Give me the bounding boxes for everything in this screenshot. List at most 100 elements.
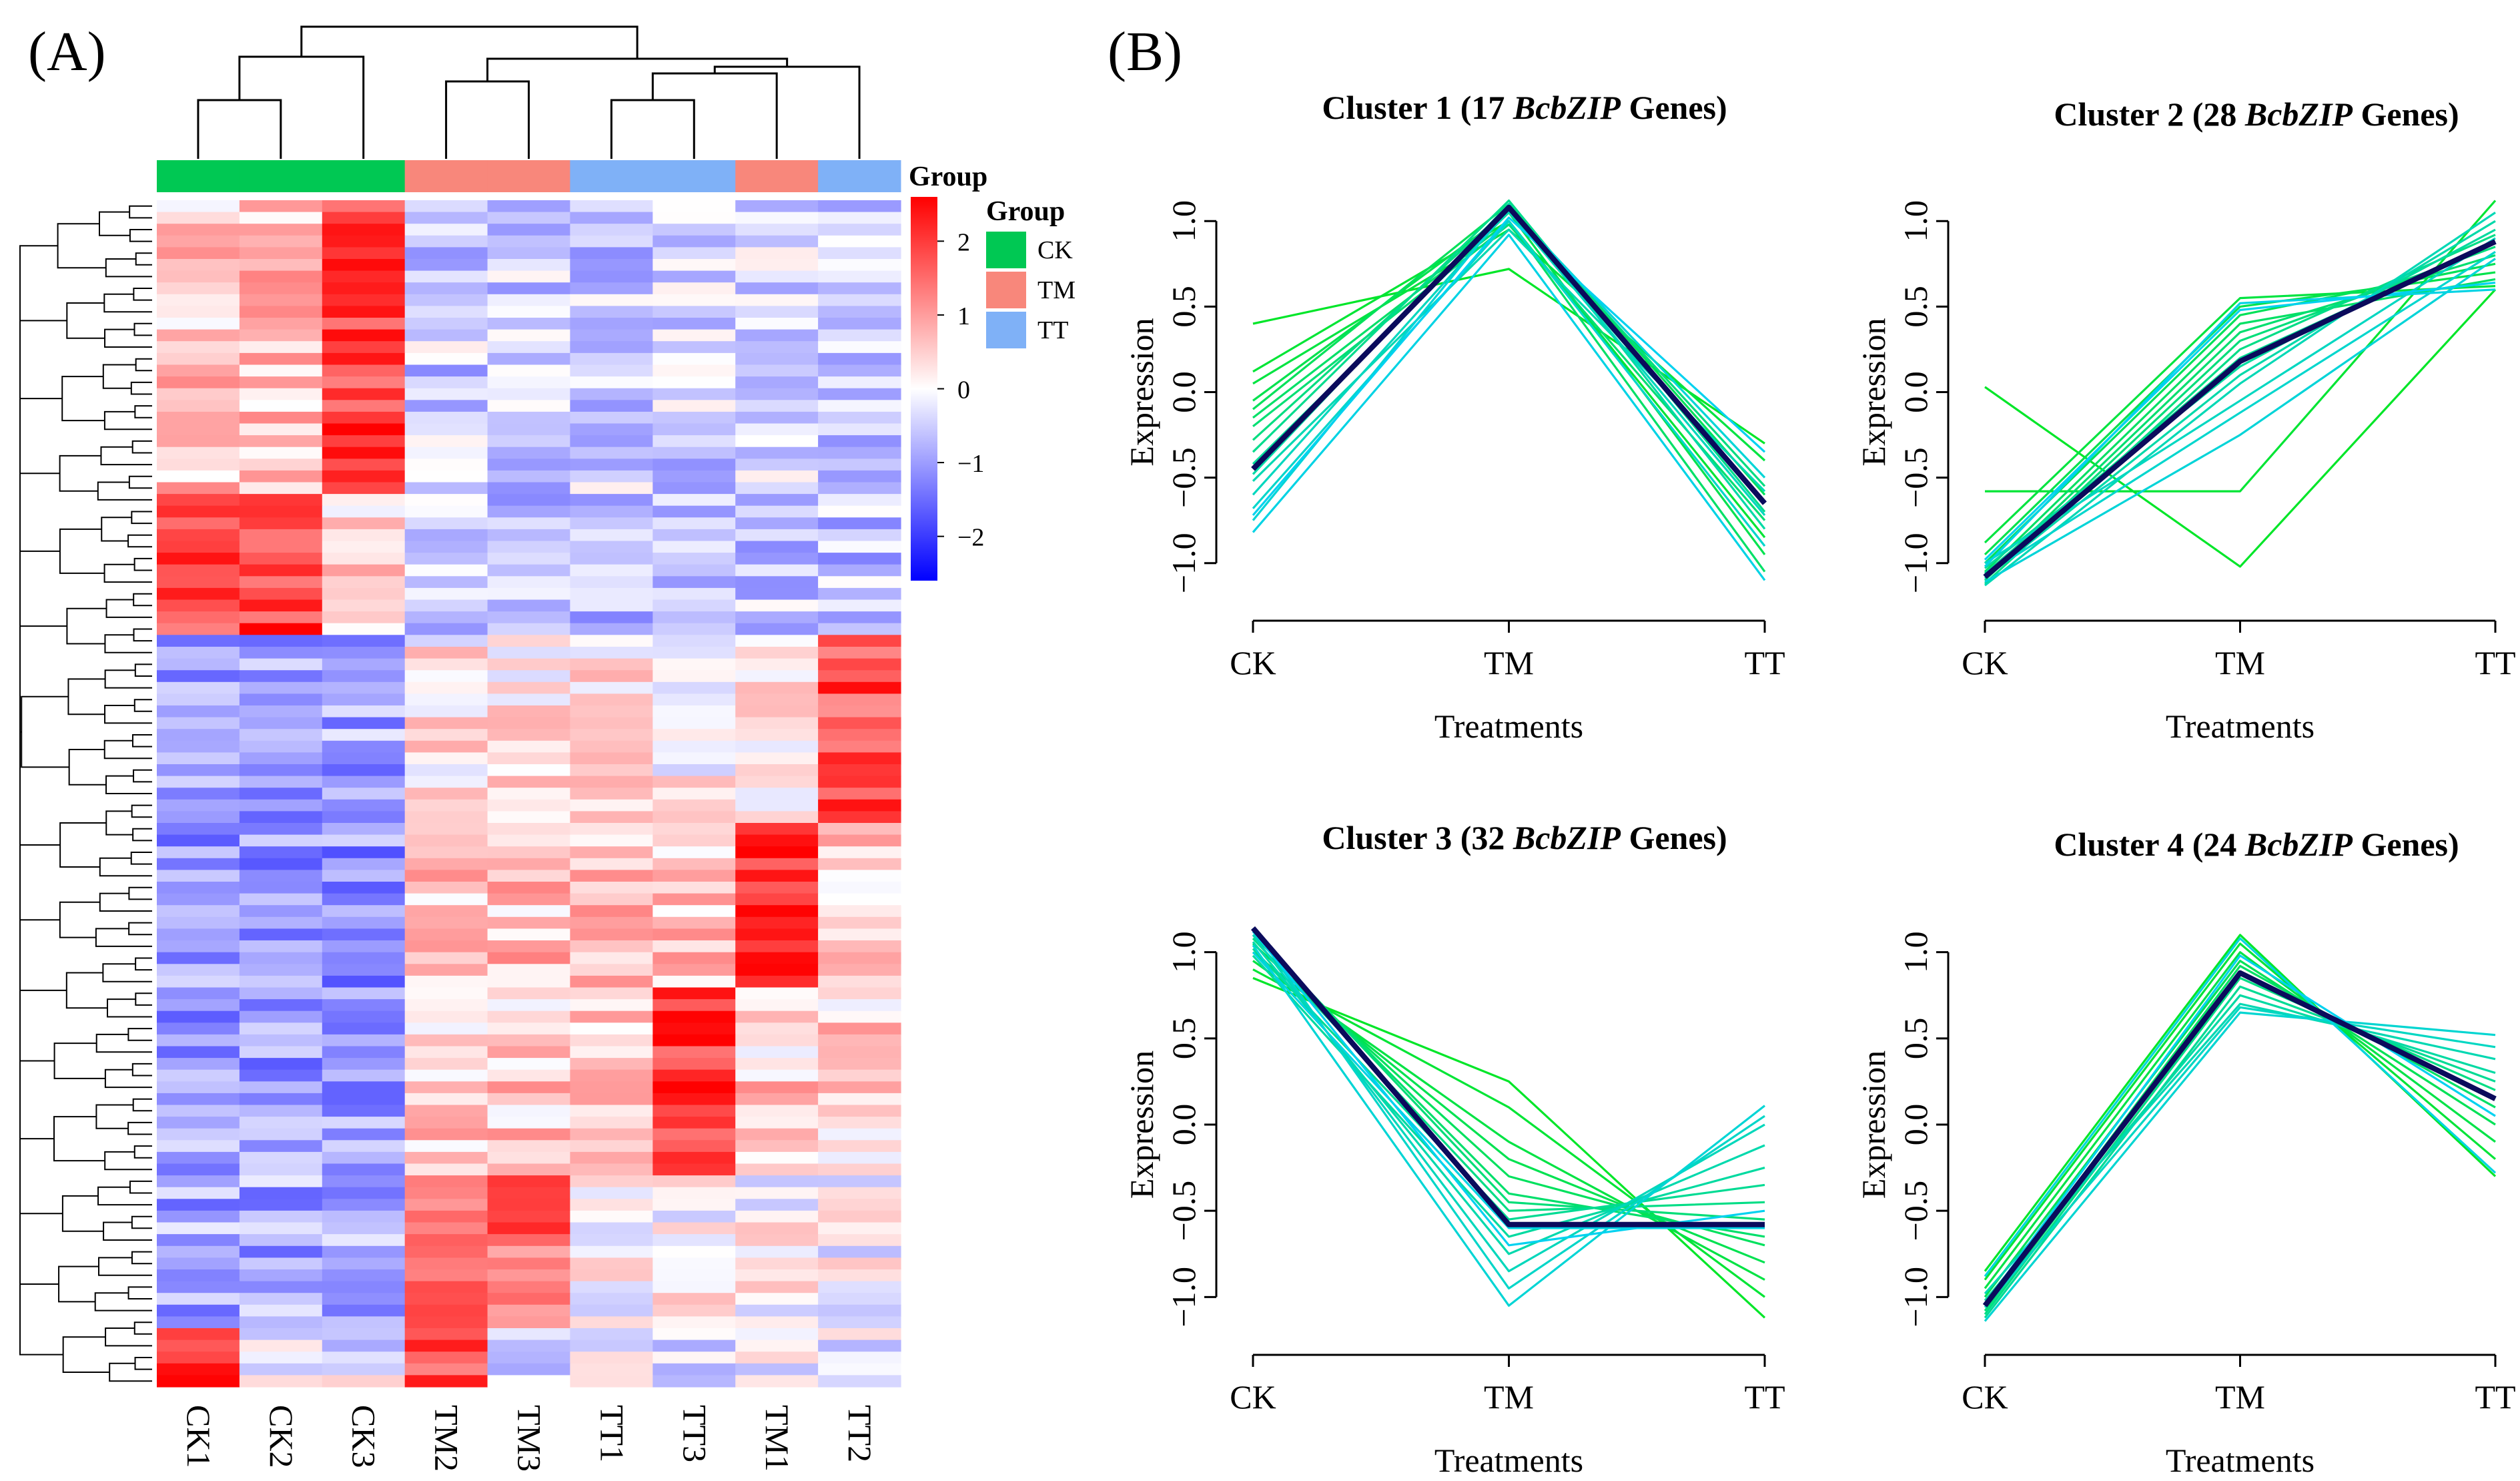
heatmap-cell [239,1199,323,1211]
row-dendrogram-link [100,446,152,466]
heatmap-cell [404,1199,488,1211]
heatmap-cell [157,1352,240,1364]
heatmap-cell [735,1234,819,1247]
heatmap-cell [404,681,488,694]
heatmap-cell [735,1105,819,1117]
heatmap-cell [404,788,488,800]
heatmap-cell [570,482,653,495]
row-dendrogram-link [97,1186,152,1206]
heatmap-cell [735,411,819,424]
heatmap-cell [570,1281,653,1293]
heatmap-cell [653,270,736,283]
heatmap-cell [570,459,653,471]
heatmap-cell [404,294,488,306]
heatmap-cell [404,435,488,448]
heatmap-cell [404,729,488,742]
heatmap-cell [735,470,819,483]
heatmap-cell [487,647,571,659]
heatmap-cell [322,893,406,906]
gene-series-line [1984,281,2496,561]
heatmap-cell [570,987,653,1000]
heatmap-cell [818,329,901,342]
row-dendrogram-link [61,376,105,422]
heatmap-cell [322,470,406,483]
row-dendrogram-link [95,928,152,947]
heatmap-cell [322,329,406,342]
heatmap-cell [487,1151,571,1165]
heatmap-cell [653,505,736,518]
heatmap-cell [487,893,571,906]
row-dendrogram-link [107,998,152,1018]
heatmap-cell [735,1340,819,1352]
heatmap-cell [653,729,736,742]
heatmap-cell [570,940,653,953]
heatmap-cell [322,341,406,354]
heatmap-cell [570,1199,653,1211]
heatmap-cell [239,1128,323,1141]
heatmap-cell [239,235,323,248]
heatmap-cell [570,376,653,389]
heatmap-cell [239,259,323,272]
heatmap-cell [818,1352,901,1364]
heatmap-cell [735,1022,819,1035]
heatmap-cell [487,459,571,471]
heatmap-cell [487,1046,571,1059]
heatmap-cell [404,1093,488,1106]
gene-series-line [1984,1006,2496,1308]
gene-series-line [1984,994,2496,1301]
heatmap-cell [570,799,653,812]
heatmap-cell [653,529,736,542]
heatmap-cell [322,259,406,272]
heatmap-cell [322,1022,406,1035]
heatmap-cell [735,435,819,448]
y-tick-label: 0.0 [1165,1104,1202,1146]
heatmap-cell [239,447,323,459]
row-dendrogram-link [61,1195,104,1232]
gene-series-line [1984,937,2497,1277]
x-tick-label: TM [2215,644,2265,681]
gene-series-line [1252,234,1766,581]
row-dendrogram-link [133,593,152,607]
heatmap-cell [157,834,240,847]
heatmap-cell [653,599,736,612]
heatmap-cell [818,1187,901,1199]
heatmap-cell [735,505,819,518]
heatmap-cell [157,1210,240,1223]
heatmap-cell [157,776,240,788]
heatmap-cell [570,952,653,964]
heatmap-cell [487,1304,571,1317]
heatmap-cell [157,964,240,976]
heatmap-cell [653,705,736,718]
heatmap-cell [653,423,736,436]
heatmap-cell [818,459,901,471]
heatmap-cell [487,364,571,377]
heatmap-cell [570,352,653,366]
heatmap-cell [570,1257,653,1270]
heatmap-cell [239,1245,323,1258]
heatmap-cell [570,764,653,777]
row-dendrogram-link [109,1362,152,1382]
heatmap-cell [570,1363,653,1376]
heatmap-cell [404,647,488,659]
heatmap-cell [404,952,488,964]
heatmap-cell [653,259,736,272]
heatmap-cell [404,811,488,824]
gene-series-line [1984,954,2496,1305]
heatmap-cell [653,352,736,366]
row-dendrogram-link [103,410,152,430]
heatmap-cell [653,1245,736,1258]
heatmap-cell [818,975,901,988]
heatmap-cell [818,999,901,1012]
heatmap-cell [735,1163,819,1176]
heatmap-cell [157,975,240,988]
heatmap-cell [157,1234,240,1247]
heatmap-cell [487,928,571,941]
row-dendrogram-link [128,886,152,900]
heatmap-cell [570,423,653,436]
heatmap-cell [322,247,406,260]
heatmap-cell [570,400,653,412]
heatmap-cell [570,517,653,530]
heatmap-cell [239,1140,323,1153]
heatmap-cell [570,1316,653,1329]
heatmap-cell [322,224,406,236]
